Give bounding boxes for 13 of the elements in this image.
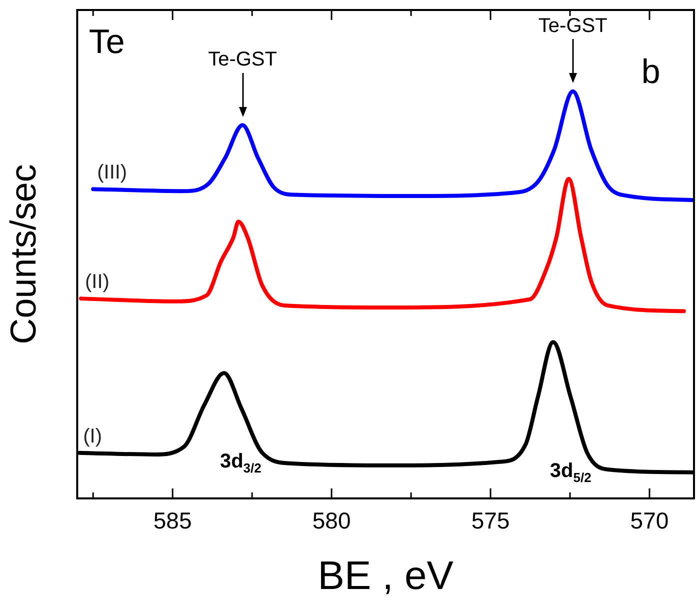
x-tick-label: 575	[471, 508, 510, 534]
annotation: Te-GST	[208, 48, 277, 71]
x-tick-label: 585	[153, 508, 192, 534]
text: Te	[88, 23, 125, 62]
y-axis-title: Counts/sec	[2, 164, 44, 344]
series-label: (I)	[83, 425, 102, 448]
series-label: (III)	[97, 162, 128, 184]
text: b	[641, 52, 660, 91]
series-label: (II)	[85, 271, 110, 294]
x-tick-label: 580	[312, 508, 351, 534]
x-tick-label: 570	[630, 508, 669, 534]
x-axis-title: BE , eV	[318, 554, 454, 598]
annotation: Te-GST	[538, 14, 608, 37]
